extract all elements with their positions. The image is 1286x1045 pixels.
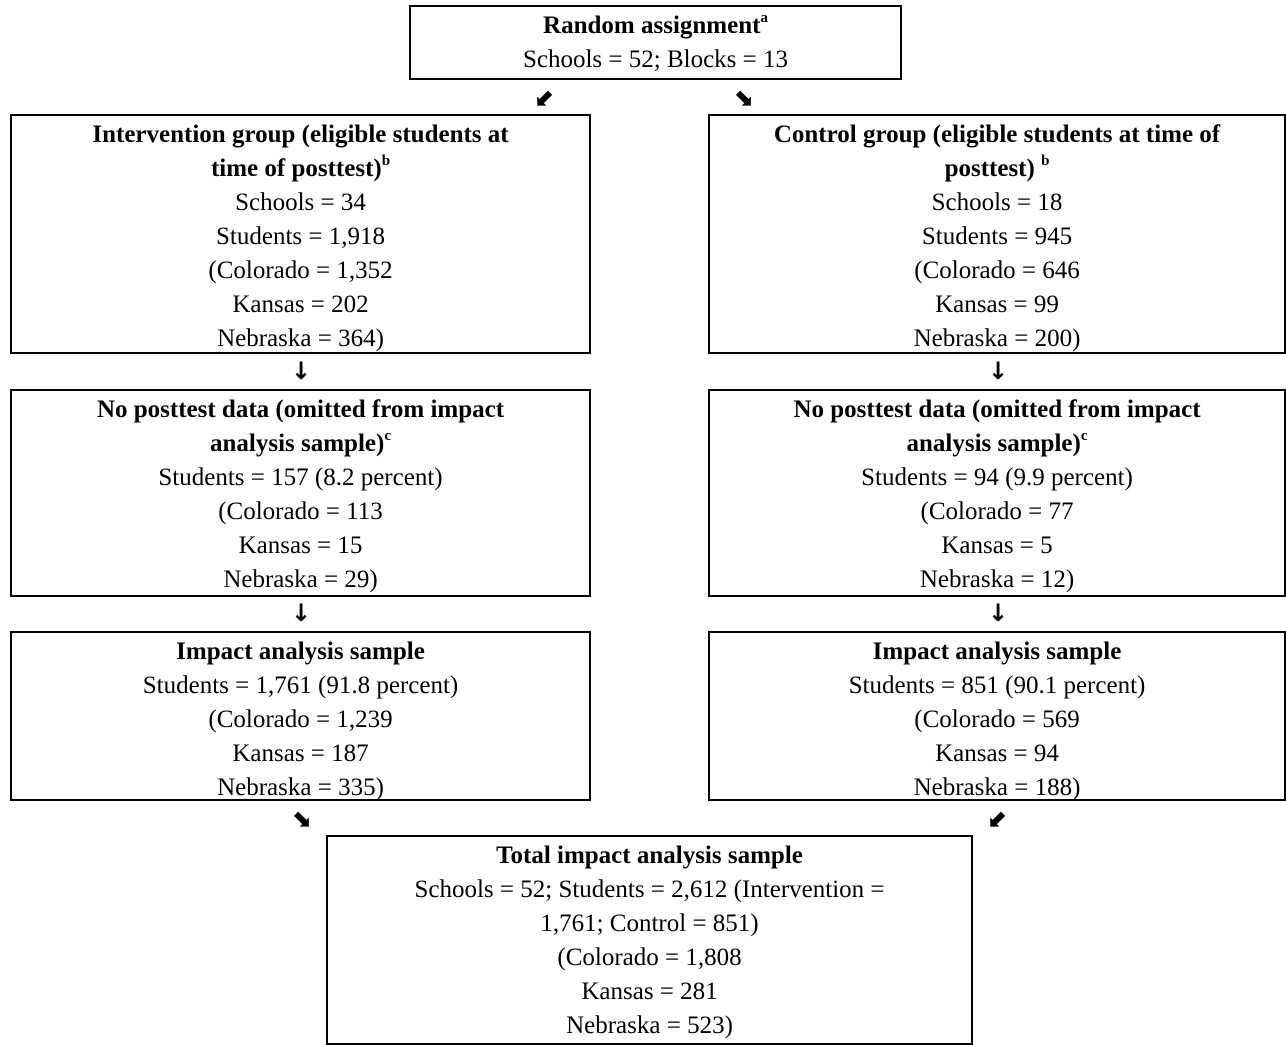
intervention-eligible-line: Kansas = 202 [232, 291, 369, 318]
arrow-intervention-to-no-posttest: ↓ [290, 357, 312, 385]
intervention-impact-line: Students = 1,761 (91.8 percent) [142, 672, 459, 699]
control-no-posttest-box: No posttest data (omitted from impact an… [708, 389, 1286, 597]
control-impact-line: Kansas = 94 [935, 740, 1059, 767]
control-impact-line: (Colorado = 569 [914, 706, 1080, 733]
arrow-to-control: ⬊ [732, 83, 754, 111]
intervention-no-posttest-line: (Colorado = 113 [218, 498, 383, 525]
footnote-marker-b: b [1041, 153, 1050, 169]
control-eligible-line: Kansas = 99 [935, 291, 1059, 318]
total-impact-box: Total impact analysis sample Schools = 5… [326, 835, 973, 1045]
random-assignment-box: Random assignmenta Schools = 52; Blocks … [409, 5, 902, 80]
total-impact-title: Total impact analysis sample [496, 842, 803, 869]
total-impact-line: 1,761; Control = 851) [540, 910, 759, 937]
random-assignment-line: Schools = 52; Blocks = 13 [522, 46, 788, 73]
intervention-eligible-title-line-1: Intervention group (eligible students at [92, 121, 509, 148]
total-impact-line: (Colorado = 1,808 [557, 944, 742, 971]
intervention-no-posttest-line: Kansas = 15 [238, 532, 363, 559]
control-no-posttest-line: Kansas = 5 [941, 532, 1053, 559]
total-impact-line: Nebraska = 523) [566, 1012, 733, 1039]
control-no-posttest-line: (Colorado = 77 [920, 498, 1074, 525]
intervention-eligible-box: Intervention group (eligible students at… [10, 114, 591, 354]
control-no-posttest-title-line-2: analysis sample)c [906, 428, 1088, 458]
control-impact-line: Nebraska = 188) [913, 774, 1081, 801]
total-impact-line: Schools = 52; Students = 2,612 (Interven… [414, 876, 885, 903]
control-impact-box: Impact analysis sample Students = 851 (9… [708, 631, 1286, 801]
control-impact-title: Impact analysis sample [872, 638, 1122, 665]
total-impact-line: Kansas = 281 [581, 978, 718, 1005]
intervention-eligible-title-line-2: time of posttest)b [210, 153, 391, 183]
control-eligible-line: (Colorado = 646 [914, 257, 1080, 284]
intervention-impact-line: (Colorado = 1,239 [208, 706, 393, 733]
intervention-impact-title: Impact analysis sample [176, 638, 425, 665]
control-no-posttest-line: Students = 94 (9.9 percent) [861, 464, 1133, 491]
control-eligible-line: Nebraska = 200) [913, 325, 1081, 352]
footnote-marker-a: a [760, 10, 768, 26]
intervention-impact-line: Nebraska = 335) [217, 774, 384, 801]
control-no-posttest-line: Nebraska = 12) [919, 566, 1075, 593]
intervention-impact-line: Kansas = 187 [232, 740, 369, 767]
control-eligible-title-line-1: Control group (eligible students at time… [773, 121, 1221, 148]
intervention-no-posttest-title-line-1: No posttest data (omitted from impact [96, 396, 505, 423]
arrow-to-intervention: ⬋ [534, 83, 556, 111]
intervention-no-posttest-line: Nebraska = 29) [223, 566, 378, 593]
control-eligible-line: Schools = 18 [931, 189, 1063, 216]
control-eligible-box: Control group (eligible students at time… [708, 114, 1286, 354]
footnote-marker-c: c [384, 428, 391, 444]
intervention-no-posttest-box: No posttest data (omitted from impact an… [10, 389, 591, 597]
arrow-control-to-no-posttest: ↓ [987, 357, 1009, 385]
footnote-marker-c: c [1080, 428, 1088, 444]
control-no-posttest-title-line-1: No posttest data (omitted from impact [793, 396, 1201, 423]
arrow-control-to-total: ⬋ [987, 804, 1009, 832]
intervention-eligible-line: Students = 1,918 [216, 223, 385, 250]
intervention-no-posttest-title-line-2: analysis sample)c [209, 428, 391, 458]
control-eligible-line: Students = 945 [921, 223, 1073, 250]
intervention-impact-box: Impact analysis sample Students = 1,761 … [10, 631, 591, 801]
arrow-intervention-to-total: ⬊ [290, 804, 312, 832]
footnote-marker-b: b [381, 153, 391, 169]
intervention-eligible-line: Nebraska = 364) [217, 325, 384, 352]
control-impact-line: Students = 851 (90.1 percent) [848, 672, 1146, 699]
intervention-eligible-line: (Colorado = 1,352 [208, 257, 393, 284]
arrow-control-to-impact: ↓ [987, 599, 1009, 627]
intervention-eligible-line: Schools = 34 [235, 189, 366, 216]
control-eligible-title-line-2: posttest) b [944, 153, 1050, 183]
arrow-intervention-to-impact: ↓ [290, 599, 312, 627]
intervention-no-posttest-line: Students = 157 (8.2 percent) [158, 464, 443, 491]
random-assignment-title: Random assignmenta [543, 10, 768, 40]
